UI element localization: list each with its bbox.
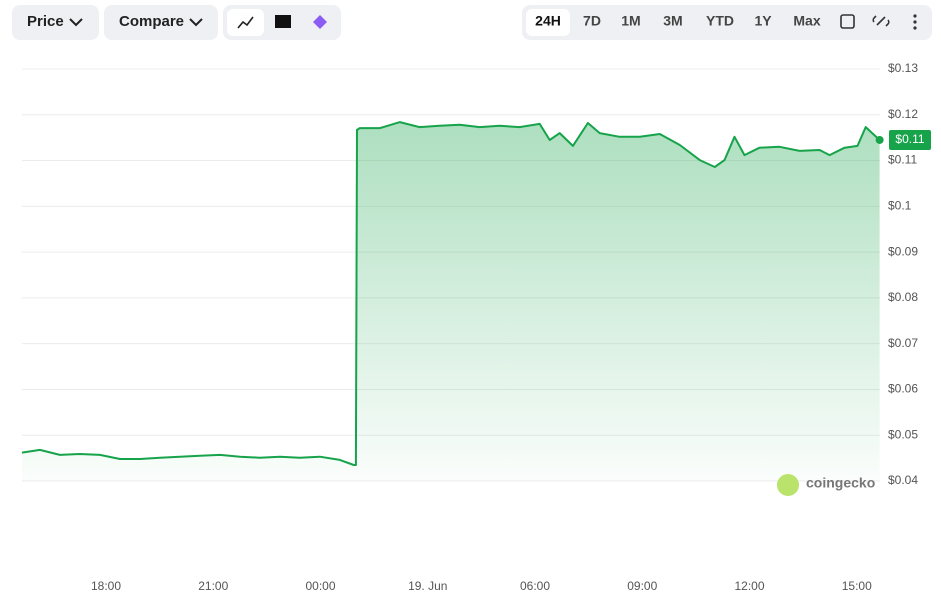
x-tick-label: 15:00: [842, 579, 872, 593]
y-tick-label: $0.13: [888, 61, 918, 75]
price-label: Price: [27, 13, 64, 30]
price-line: [21, 121, 881, 466]
chevron: [189, 18, 203, 27]
chevron: [69, 18, 83, 27]
range-button[interactable]: 24H: [535, 13, 561, 29]
range-button[interactable]: 1M: [621, 13, 640, 29]
tradingview-button[interactable]: [275, 15, 291, 28]
y-tick-label: $0.12: [888, 107, 918, 121]
range-button[interactable]: YTD: [706, 13, 734, 29]
x-tick-label: 19. Jun: [408, 579, 447, 593]
x-tick-label: 18:00: [91, 579, 121, 593]
y-tick-label: $0.05: [888, 427, 918, 441]
range-button[interactable]: 1Y: [754, 13, 772, 29]
last-point: [875, 135, 884, 144]
x-tick-label: 12:00: [734, 579, 764, 593]
line-icon: [237, 16, 254, 29]
more-button[interactable]: [913, 14, 917, 30]
y-tick-label: $0.09: [888, 244, 918, 258]
line-chart-button[interactable]: [227, 9, 264, 36]
active-range: [526, 9, 570, 36]
x-tick-label: 00:00: [305, 579, 335, 593]
watermark-logo: [777, 474, 799, 496]
link-button[interactable]: [872, 15, 890, 27]
other-chart-button[interactable]: [313, 15, 327, 29]
range-button[interactable]: 3M: [663, 13, 682, 29]
y-tick-label: $0.08: [888, 290, 918, 304]
price-tag: $0.11: [895, 132, 924, 146]
range-group: [522, 5, 932, 40]
area: [22, 122, 880, 481]
y-tick-label: $0.07: [888, 336, 918, 350]
x-tick-label: 09:00: [627, 579, 657, 593]
price-button[interactable]: [12, 5, 99, 40]
watermark: coingecko: [806, 475, 875, 491]
range-button[interactable]: 7D: [583, 13, 601, 29]
y-tick-label: $0.1: [888, 199, 912, 213]
compare-label: Compare: [119, 13, 184, 30]
x-tick-label: 06:00: [520, 579, 550, 593]
price-tag-box: [889, 129, 931, 150]
x-tick-label: 21:00: [198, 579, 228, 593]
compare-button[interactable]: [104, 5, 218, 40]
range-button[interactable]: Max: [793, 13, 820, 29]
y-tick-label: $0.11: [888, 153, 917, 167]
calendar-button[interactable]: [840, 14, 855, 29]
y-tick-label: $0.06: [888, 382, 918, 396]
y-tick-label: $0.04: [888, 473, 918, 487]
